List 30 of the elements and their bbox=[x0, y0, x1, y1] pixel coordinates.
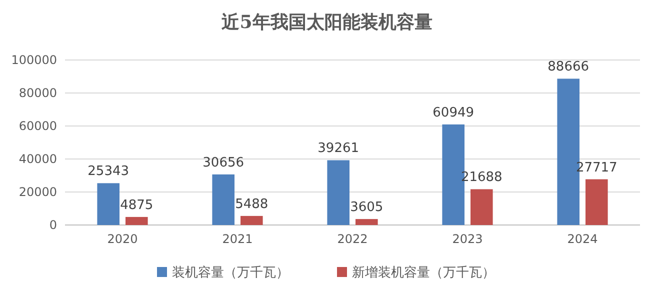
legend-label: 装机容量（万千瓦） bbox=[172, 264, 289, 281]
y-tick-label: 80000 bbox=[18, 86, 57, 100]
bar bbox=[586, 179, 608, 225]
y-tick-label: 100000 bbox=[11, 53, 57, 68]
bar bbox=[240, 216, 263, 225]
bar bbox=[327, 160, 350, 225]
x-tick-label: 2021 bbox=[222, 232, 253, 246]
y-tick-label: 40000 bbox=[18, 152, 57, 166]
bar bbox=[356, 219, 378, 225]
data-label: 60949 bbox=[432, 105, 474, 120]
data-label: 39261 bbox=[318, 141, 360, 156]
bar bbox=[97, 183, 120, 225]
bar bbox=[212, 174, 234, 225]
data-label: 3605 bbox=[350, 200, 384, 216]
bar bbox=[126, 216, 148, 225]
x-tick-label: 2023 bbox=[452, 232, 483, 246]
y-tick-label: 20000 bbox=[18, 185, 57, 200]
x-tick-label: 2022 bbox=[337, 232, 368, 246]
chart-title: 近5年我国太阳能装机容量 bbox=[220, 12, 432, 33]
x-tick-label: 2024 bbox=[567, 232, 598, 246]
legend-label: 新增装机容量（万千瓦） bbox=[352, 264, 495, 281]
bar bbox=[470, 189, 493, 225]
data-label: 5488 bbox=[235, 196, 268, 212]
data-label: 25343 bbox=[88, 164, 130, 180]
data-label: 88666 bbox=[548, 60, 590, 75]
x-tick-label: 2020 bbox=[107, 232, 138, 246]
data-label: 4875 bbox=[120, 198, 154, 213]
data-label: 30656 bbox=[202, 155, 244, 170]
y-tick-label: 0 bbox=[49, 218, 57, 232]
y-tick-label: 60000 bbox=[18, 119, 57, 134]
